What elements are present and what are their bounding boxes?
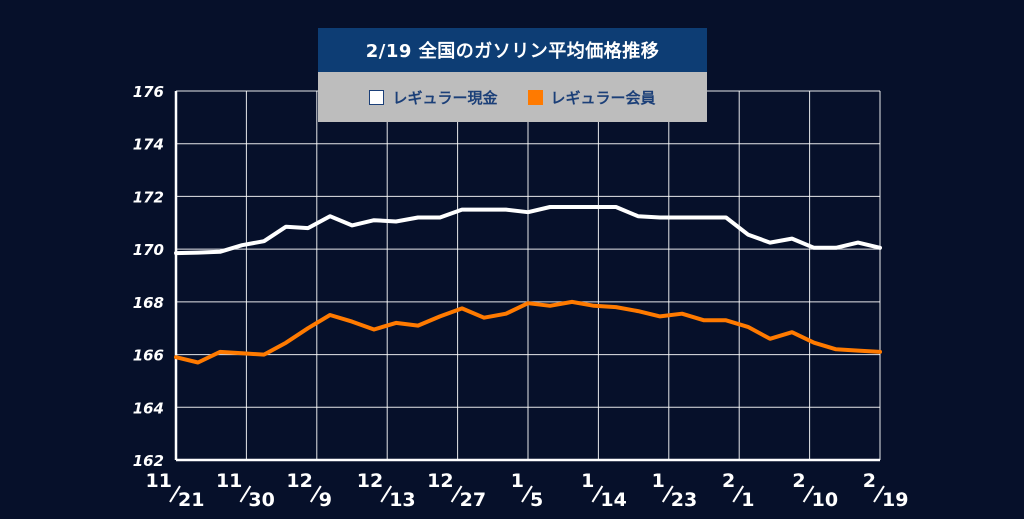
chart-title: 2/19 全国のガソリン平均価格推移: [318, 28, 707, 72]
x-tick-label-month: 2: [792, 470, 805, 492]
series-lines: [174, 205, 882, 365]
x-tick-slash: [873, 485, 885, 503]
x-tick-label: 1 14: [581, 470, 627, 511]
x-tick-label-day: 13: [389, 489, 415, 511]
x-tick-label-day: 5: [530, 489, 543, 511]
legend-item-cash: レギュラー現金: [369, 87, 498, 108]
x-tick-label: 12 13: [357, 470, 416, 511]
legend-item-member: レギュラー会員: [527, 87, 656, 108]
x-tick-label-month: 1: [511, 470, 524, 492]
x-tick-label-day: 19: [882, 489, 908, 511]
y-tick-label: 172: [133, 188, 164, 206]
x-tick-slash: [380, 485, 393, 503]
x-tick-label-month: 11: [146, 470, 172, 492]
x-tick-label: 15: [511, 470, 543, 511]
x-tick-label-day: 27: [460, 489, 486, 511]
x-tick-slash: [521, 485, 533, 503]
y-tick-label: 168: [133, 294, 164, 312]
x-tick-label-day: 10: [812, 489, 838, 511]
x-tick-slash: [661, 485, 674, 503]
x-tick-label: 2 19: [863, 470, 909, 511]
x-tick-label-month: 2: [863, 470, 876, 492]
legend-label-member: レギュラー会員: [550, 88, 656, 107]
y-tick-label: 162: [133, 452, 164, 470]
x-tick-label: 12 27: [427, 470, 486, 511]
x-tick-label: 11 30: [216, 470, 275, 511]
x-tick-label-month: 12: [286, 470, 312, 492]
x-tick-slash: [732, 485, 745, 503]
grid-lines: [174, 90, 881, 462]
y-tick-label: 174: [133, 136, 164, 154]
x-tick-label: 21: [722, 470, 754, 511]
x-tick-label: 1 23: [652, 470, 698, 511]
x-tick-label: 12 9: [286, 470, 332, 511]
x-tick-slash: [802, 485, 815, 503]
x-tick-label-day: 30: [248, 489, 274, 511]
x-tick-label-day: 1: [741, 489, 754, 511]
x-tick-slash: [239, 485, 252, 503]
x-tick-label-day: 9: [319, 489, 332, 511]
y-tick-label: 166: [133, 347, 164, 365]
x-tick-slash: [450, 485, 463, 503]
x-tick-label: 11 21: [146, 470, 205, 511]
legend-swatch-orange: [527, 89, 543, 105]
legend-swatch-white: [369, 89, 385, 105]
x-tick-slash: [591, 485, 604, 503]
legend-label-cash: レギュラー現金: [392, 88, 498, 107]
x-tick-label: 2 10: [792, 470, 838, 511]
y-tick-label: 170: [133, 241, 164, 259]
x-tick-label-day: 14: [600, 489, 626, 511]
x-tick-label-month: 11: [216, 470, 242, 492]
x-tick-label-month: 12: [357, 470, 383, 492]
y-tick-label: 176: [133, 83, 164, 101]
series-line-cash: [174, 205, 882, 256]
series-line-member: [174, 299, 882, 365]
x-tick-label-day: 21: [178, 489, 204, 511]
x-tick-slash: [309, 485, 322, 503]
y-axis-ticks: 162 164 166 168 170 172 174 176: [133, 83, 164, 470]
x-tick-label-day: 23: [671, 489, 697, 511]
x-tick-label-month: 12: [427, 470, 453, 492]
x-tick-label-month: 2: [722, 470, 735, 492]
legend: レギュラー現金 レギュラー会員: [318, 72, 707, 122]
x-tick-slash: [169, 485, 181, 503]
x-tick-label-month: 1: [581, 470, 594, 492]
x-tick-label-month: 1: [652, 470, 665, 492]
chart-title-text: 2/19 全国のガソリン平均価格推移: [365, 41, 660, 62]
y-tick-label: 164: [133, 399, 164, 417]
